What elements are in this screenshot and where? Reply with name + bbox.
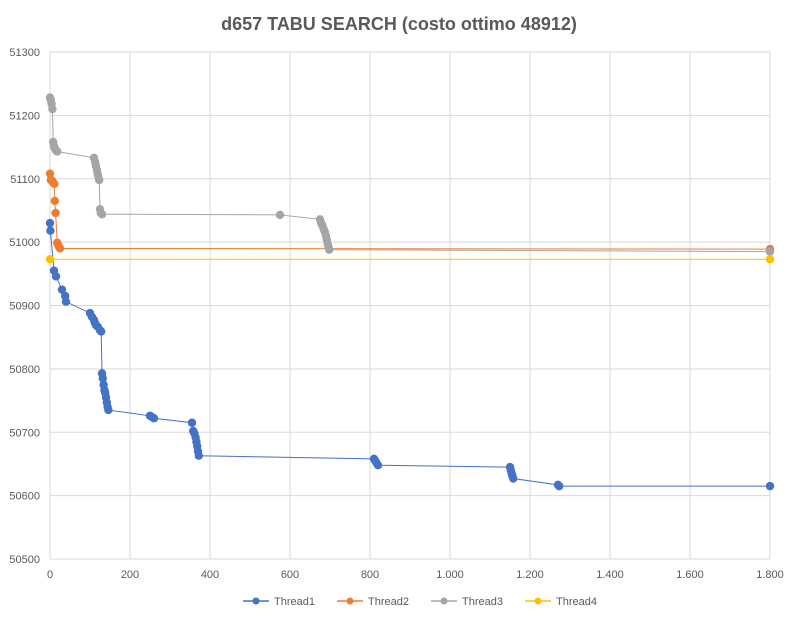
legend-marker: [440, 597, 448, 605]
x-tick-label: 1.000: [436, 569, 464, 581]
data-point: [765, 481, 775, 491]
x-tick-label: 1.800: [756, 569, 784, 581]
data-point: [325, 245, 334, 254]
legend-item-thread3: Thread3: [431, 596, 503, 608]
legend-label: Thread2: [368, 596, 409, 608]
y-tick-label: 50500: [9, 554, 40, 566]
data-point: [50, 179, 59, 189]
data-point: [373, 461, 383, 470]
data-point: [765, 247, 775, 256]
series-line: [49, 223, 770, 487]
legend-marker: [346, 597, 354, 605]
x-tick-label: 400: [201, 569, 219, 581]
x-tick-label: 600: [281, 569, 299, 581]
data-point: [194, 451, 203, 460]
data-point: [61, 297, 71, 306]
legend-label: Thread4: [556, 596, 597, 608]
data-point: [765, 255, 775, 264]
x-tick-label: 0: [47, 569, 53, 581]
data-point: [104, 405, 113, 415]
chart-title: d657 TABU SEARCH (costo ottimo 48912): [221, 14, 577, 34]
y-tick-label: 51000: [9, 237, 40, 249]
series-line: [49, 97, 771, 253]
data-point: [46, 226, 55, 235]
data-point: [187, 418, 197, 427]
data-point: [45, 218, 55, 228]
y-tick-label: 51200: [9, 110, 40, 122]
y-tick-label: 51300: [9, 47, 40, 59]
legend-item-thread2: Thread2: [337, 596, 409, 608]
data-point: [97, 327, 106, 336]
data-point: [509, 474, 518, 483]
series-line: [49, 173, 771, 250]
series-thread3: [45, 93, 775, 256]
data-point: [53, 147, 62, 156]
legend-marker: [534, 597, 542, 605]
y-tick-label: 50900: [9, 301, 40, 313]
series-thread1: [45, 218, 775, 491]
y-tick-label: 50600: [9, 491, 40, 503]
data-point: [555, 481, 564, 491]
data-point: [98, 374, 108, 383]
data-point: [51, 272, 61, 281]
data-point: [51, 208, 60, 218]
data-point: [48, 104, 57, 114]
legend-marker: [252, 597, 260, 605]
legend-label: Thread3: [462, 596, 503, 608]
series-thread2: [45, 169, 775, 254]
legend-item-thread4: Thread4: [525, 596, 597, 608]
data-point: [57, 285, 67, 294]
data-point: [97, 210, 107, 219]
data-point: [45, 169, 55, 178]
x-tick-label: 1.600: [676, 569, 704, 581]
data-point: [149, 414, 159, 423]
series-thread4: [45, 255, 775, 264]
legend-item-thread1: Thread1: [243, 596, 315, 608]
x-tick-label: 1.200: [516, 569, 544, 581]
x-tick-label: 1.400: [596, 569, 624, 581]
y-tick-label: 50700: [9, 427, 40, 439]
data-point: [55, 244, 65, 253]
data-point: [45, 255, 55, 264]
data-point: [95, 175, 104, 185]
x-tick-label: 200: [121, 569, 139, 581]
y-tick-label: 50800: [9, 364, 40, 376]
data-point: [50, 196, 59, 206]
x-tick-label: 800: [361, 569, 379, 581]
y-tick-label: 51100: [10, 174, 40, 186]
data-point: [275, 210, 285, 220]
legend-label: Thread1: [274, 596, 315, 608]
